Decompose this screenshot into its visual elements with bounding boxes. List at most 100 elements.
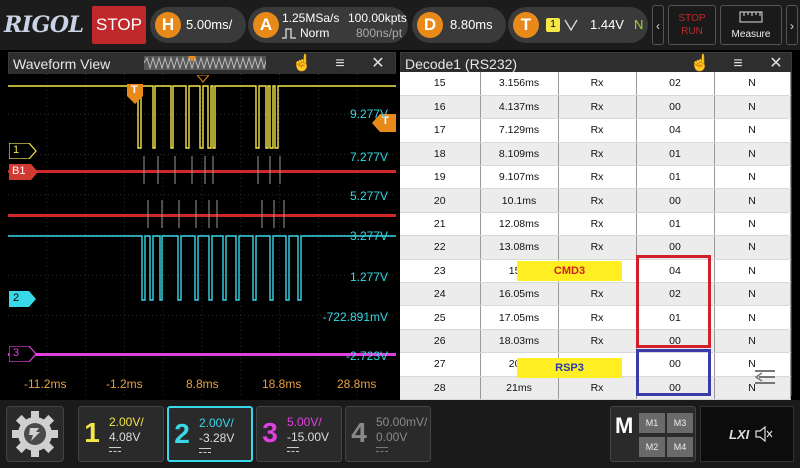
- frame-data-cell: 01: [636, 165, 715, 190]
- voltage-label: 5.277V: [349, 189, 388, 203]
- speaker-muted-icon[interactable]: [755, 426, 773, 442]
- table-row[interactable]: 20 10.1ms Rx 00 N: [400, 188, 791, 213]
- frame-error-cell: N: [714, 329, 791, 354]
- collapse-icon[interactable]: [753, 366, 779, 388]
- voltage-label: 1.277V: [349, 270, 388, 284]
- frame-data-cell: 00: [636, 95, 715, 120]
- table-row[interactable]: 19 9.107ms Rx 01 N: [400, 165, 791, 190]
- ch3-marker[interactable]: 3: [8, 345, 37, 363]
- timebase-caret: [197, 75, 209, 83]
- math-m3-button[interactable]: M3: [667, 413, 693, 433]
- table-row[interactable]: 15 3.156ms Rx 02 N: [400, 72, 791, 96]
- table-row[interactable]: 22 13.08ms Rx 00 N: [400, 235, 791, 260]
- frame-time-cell: 7.129ms: [480, 118, 559, 143]
- frame-number-cell: 26: [400, 329, 481, 354]
- math-m2-button[interactable]: M2: [639, 437, 665, 457]
- table-row[interactable]: 16 4.137ms Rx 00 N: [400, 95, 791, 120]
- delay-settings[interactable]: D 8.80ms: [412, 7, 506, 43]
- memory-depth: 100.00kpts: [348, 11, 407, 25]
- bus1-marker[interactable]: B1: [9, 164, 38, 180]
- frame-time-cell: 13.08ms: [480, 235, 559, 260]
- channel-scale: 2.00V/: [199, 416, 234, 430]
- time-label: -1.2ms: [106, 377, 143, 391]
- status-area: LXI: [700, 406, 794, 462]
- horizontal-settings[interactable]: H 5.00ms/: [150, 7, 246, 43]
- frame-type-cell: Rx: [558, 305, 637, 330]
- menu-icon[interactable]: ≡: [335, 55, 345, 72]
- channel-offset: 4.08V: [109, 430, 141, 444]
- overview-trigger-marker: [188, 56, 196, 62]
- bus-b1-trace: [8, 214, 396, 217]
- table-row[interactable]: 26 18.03ms Rx 00 N: [400, 329, 791, 354]
- table-row[interactable]: 25 17.05ms Rx 01 N: [400, 305, 791, 330]
- menu-icon[interactable]: ≡: [733, 55, 743, 72]
- math-m1-button[interactable]: M1: [639, 413, 665, 433]
- frame-error-cell: N: [714, 72, 791, 96]
- home-gear-button[interactable]: [6, 406, 64, 462]
- bus-b1-trace: [8, 170, 396, 173]
- traces: [8, 85, 396, 356]
- frame-type-cell: Rx: [558, 282, 637, 307]
- channel-1-box[interactable]: 1 2.00V/ 4.08V: [78, 406, 164, 462]
- trigger-position-marker[interactable]: T: [127, 84, 143, 106]
- frame-data-cell: 04: [636, 118, 715, 143]
- frame-data-cell: 02: [636, 72, 715, 96]
- time-per-point: 800ns/pt: [356, 26, 403, 40]
- decode-header: Decode1 (RS232): [401, 53, 791, 75]
- table-row[interactable]: 28 21ms Rx 00 N: [400, 376, 791, 400]
- table-row[interactable]: 17 7.129ms Rx 04 N: [400, 118, 791, 143]
- trigger-settings[interactable]: T 1 1.44V N: [508, 7, 648, 43]
- voltage-label: 3.277V: [349, 229, 388, 243]
- acquire-mode: Norm: [300, 26, 330, 40]
- chevron-right-icon[interactable]: ›: [786, 5, 798, 45]
- close-icon[interactable]: ✕: [769, 55, 783, 72]
- table-row[interactable]: 21 12.08ms Rx 01 N: [400, 212, 791, 237]
- frame-number-cell: 27: [400, 352, 481, 377]
- channel-3-box[interactable]: 3 5.00V/ -15.00V: [256, 406, 342, 462]
- touch-gesture-icon[interactable]: ☝: [292, 55, 312, 72]
- voltage-label: -722.891mV: [322, 310, 388, 324]
- frame-number-cell: 22: [400, 235, 481, 260]
- sample-rate: 1.25MSa/s: [282, 11, 340, 25]
- channel-4-box[interactable]: 4 50.00mV/ 0.00V: [345, 406, 431, 462]
- waveform-display[interactable]: [8, 74, 396, 396]
- frame-time-cell: 21ms: [480, 376, 559, 400]
- table-row[interactable]: 18 8.109ms Rx 01 N: [400, 142, 791, 167]
- frame-error-cell: N: [714, 142, 791, 167]
- horizontal-badge: H: [155, 12, 181, 38]
- delay-value: 8.80ms: [450, 17, 493, 32]
- math-box[interactable]: M M1 M3 M2 M4: [610, 406, 696, 462]
- close-icon[interactable]: ✕: [371, 55, 385, 72]
- acquire-mode-icon: [282, 28, 296, 39]
- frame-time-cell: 9.107ms: [480, 165, 559, 190]
- measure-button[interactable]: Measure: [720, 5, 782, 45]
- touch-gesture-icon[interactable]: ☝: [690, 55, 710, 72]
- math-m4-button[interactable]: M4: [667, 437, 693, 457]
- frame-data-cell: 04: [636, 259, 715, 284]
- frame-number-cell: 19: [400, 165, 481, 190]
- decode-table[interactable]: 15 3.156ms Rx 02 N 16 4.137ms Rx 00 N 17 7.129ms Rx 0…: [400, 72, 791, 400]
- ch1-marker[interactable]: 1: [8, 142, 37, 160]
- frame-error-cell: N: [714, 212, 791, 237]
- frame-type-cell: Rx: [558, 212, 637, 237]
- time-label: -11.2ms: [24, 377, 67, 391]
- timebase-caret-icon: [197, 75, 209, 83]
- frame-time-cell: 18.03ms: [480, 329, 559, 354]
- frame-type-cell: Rx: [558, 188, 637, 213]
- trigger-level-marker[interactable]: T: [372, 114, 396, 132]
- run-stop-state[interactable]: STOP: [92, 6, 146, 44]
- frame-error-cell: N: [714, 305, 791, 330]
- acquire-settings[interactable]: A 1.25MSa/s Norm 100.00kpts 800ns/pt: [248, 7, 408, 43]
- frame-number-cell: 25: [400, 305, 481, 330]
- decode-title: Decode1 (RS232): [405, 56, 518, 72]
- channel-2-box[interactable]: 2 2.00V/ -3.28V: [167, 406, 253, 462]
- waveform-overview-strip[interactable]: [144, 56, 266, 70]
- trigger-source: 1: [546, 18, 560, 32]
- chevron-left-icon[interactable]: ‹: [652, 5, 664, 45]
- table-row[interactable]: 24 16.05ms Rx 02 N: [400, 282, 791, 307]
- channel-number: 2: [174, 418, 190, 449]
- stop-run-button[interactable]: STOP RUN: [668, 5, 716, 45]
- frame-type-cell: Rx: [558, 376, 637, 400]
- frame-number-cell: 20: [400, 188, 481, 213]
- ch2-marker[interactable]: 2: [9, 291, 36, 307]
